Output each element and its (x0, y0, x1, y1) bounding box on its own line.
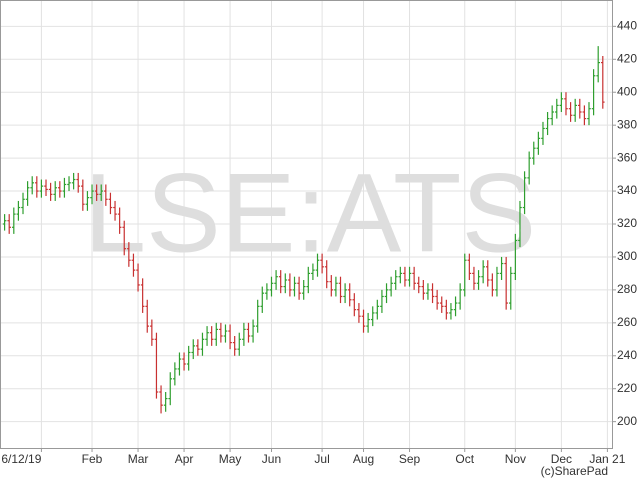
y-tick-label: 340 (617, 183, 637, 197)
y-tick-label: 240 (617, 348, 637, 362)
y-tick-label: 320 (617, 216, 637, 230)
y-tick-label: 420 (617, 51, 637, 65)
x-tick-label: Jan 21 (589, 452, 625, 466)
x-tick-label: Nov (505, 452, 526, 466)
credit: (c)SharePad (541, 464, 608, 478)
x-tick-label: Jul (314, 452, 329, 466)
y-tick-label: 220 (617, 381, 637, 395)
x-tick-label: Jun (262, 452, 281, 466)
x-tick-label: Apr (175, 452, 194, 466)
y-tick-label: 280 (617, 282, 637, 296)
y-tick-label: 440 (617, 19, 637, 33)
x-tick-label: Dec (551, 452, 572, 466)
y-tick-label: 200 (617, 414, 637, 428)
x-tick-label: 6/12/19 (1, 452, 41, 466)
bars (2, 46, 605, 414)
y-tick-label: 260 (617, 315, 637, 329)
y-tick-label: 380 (617, 117, 637, 131)
x-tick-label: Oct (455, 452, 474, 466)
x-tick-label: Mar (128, 452, 149, 466)
y-tick-label: 400 (617, 84, 637, 98)
x-tick-label: May (219, 452, 242, 466)
x-tick-label: Aug (353, 452, 374, 466)
watermark: LSE:ATS (84, 151, 536, 276)
x-tick-label: Feb (82, 452, 103, 466)
y-tick-label: 360 (617, 150, 637, 164)
y-tick-label: 300 (617, 249, 637, 263)
x-tick-label: Sep (399, 452, 421, 466)
